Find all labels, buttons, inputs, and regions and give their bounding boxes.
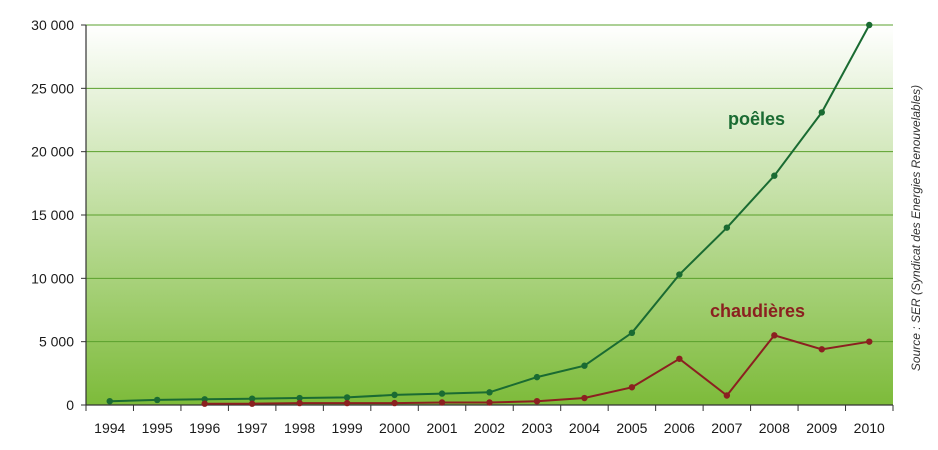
data-point	[248, 400, 256, 407]
grid	[86, 24, 893, 343]
data-point	[343, 394, 351, 401]
y-tick-label: 10 000	[31, 270, 74, 286]
data-point	[201, 396, 208, 403]
y-tick-label: 25 000	[31, 80, 74, 96]
data-point	[201, 400, 208, 407]
x-tick-label: 1995	[142, 420, 173, 436]
data-point	[296, 399, 303, 407]
data-point	[676, 271, 683, 278]
y-tick-label: 0	[66, 397, 74, 413]
x-tick-label: 2009	[806, 420, 837, 436]
data-point	[723, 392, 731, 399]
data-point	[154, 396, 161, 404]
data-point	[866, 338, 873, 345]
series-label-chaudieres: chaudières	[710, 301, 805, 321]
x-tick-label: 1998	[284, 420, 315, 436]
source-note: Source : SER (Syndicat des Energies Reno…	[909, 85, 923, 371]
data-point	[438, 399, 446, 406]
x-tick-label: 1997	[237, 420, 268, 436]
x-tick-label: 1994	[94, 420, 125, 436]
data-point	[676, 355, 683, 362]
x-tick-label: 2006	[664, 420, 695, 436]
data-point	[581, 394, 588, 402]
x-tick-label: 2008	[759, 420, 790, 436]
data-point	[533, 398, 541, 405]
series-1	[201, 332, 873, 407]
x-tick-label: 2010	[854, 420, 885, 436]
data-point	[866, 21, 873, 29]
data-point	[343, 399, 351, 407]
y-tick-label: 30 000	[31, 17, 74, 33]
data-point	[533, 373, 541, 381]
x-tick-label: 1999	[332, 420, 363, 436]
x-tick-label: 2001	[426, 420, 457, 436]
data-point	[438, 390, 446, 397]
data-point	[818, 109, 825, 116]
data-point	[391, 399, 398, 407]
data-point	[486, 389, 493, 396]
data-point	[628, 384, 636, 391]
data-point	[628, 329, 636, 336]
x-tick-label: 2003	[521, 420, 552, 436]
y-tick-label: 5 000	[39, 334, 74, 350]
data-point	[723, 224, 731, 231]
series-0	[106, 21, 873, 405]
y-tick-label: 20 000	[31, 144, 74, 160]
data-point	[391, 391, 398, 399]
x-tick-label: 2000	[379, 420, 410, 436]
x-tick-labels: 1994 1995 1996 1997 1998 1999 2000 2001 2002 2003…	[85, 405, 894, 436]
y-tick-labels: 0 5 000 10 000 15 000 20 000 25 000 30 000	[31, 17, 86, 413]
x-tick-label: 2005	[616, 420, 647, 436]
data-point	[106, 398, 113, 405]
y-tick-label: 15 000	[31, 207, 74, 223]
data-point	[581, 362, 588, 369]
data-point	[486, 399, 493, 406]
data-point	[296, 394, 303, 402]
data-point	[818, 346, 825, 353]
data-point	[771, 332, 778, 339]
data-point	[771, 172, 778, 179]
data-point	[248, 395, 256, 402]
x-tick-label: 2004	[569, 420, 600, 436]
series-label-poeles: poêles	[728, 109, 785, 129]
series	[106, 21, 873, 407]
x-tick-label: 1996	[189, 420, 220, 436]
x-tick-label: 2007	[711, 420, 742, 436]
x-tick-label: 2002	[474, 420, 505, 436]
